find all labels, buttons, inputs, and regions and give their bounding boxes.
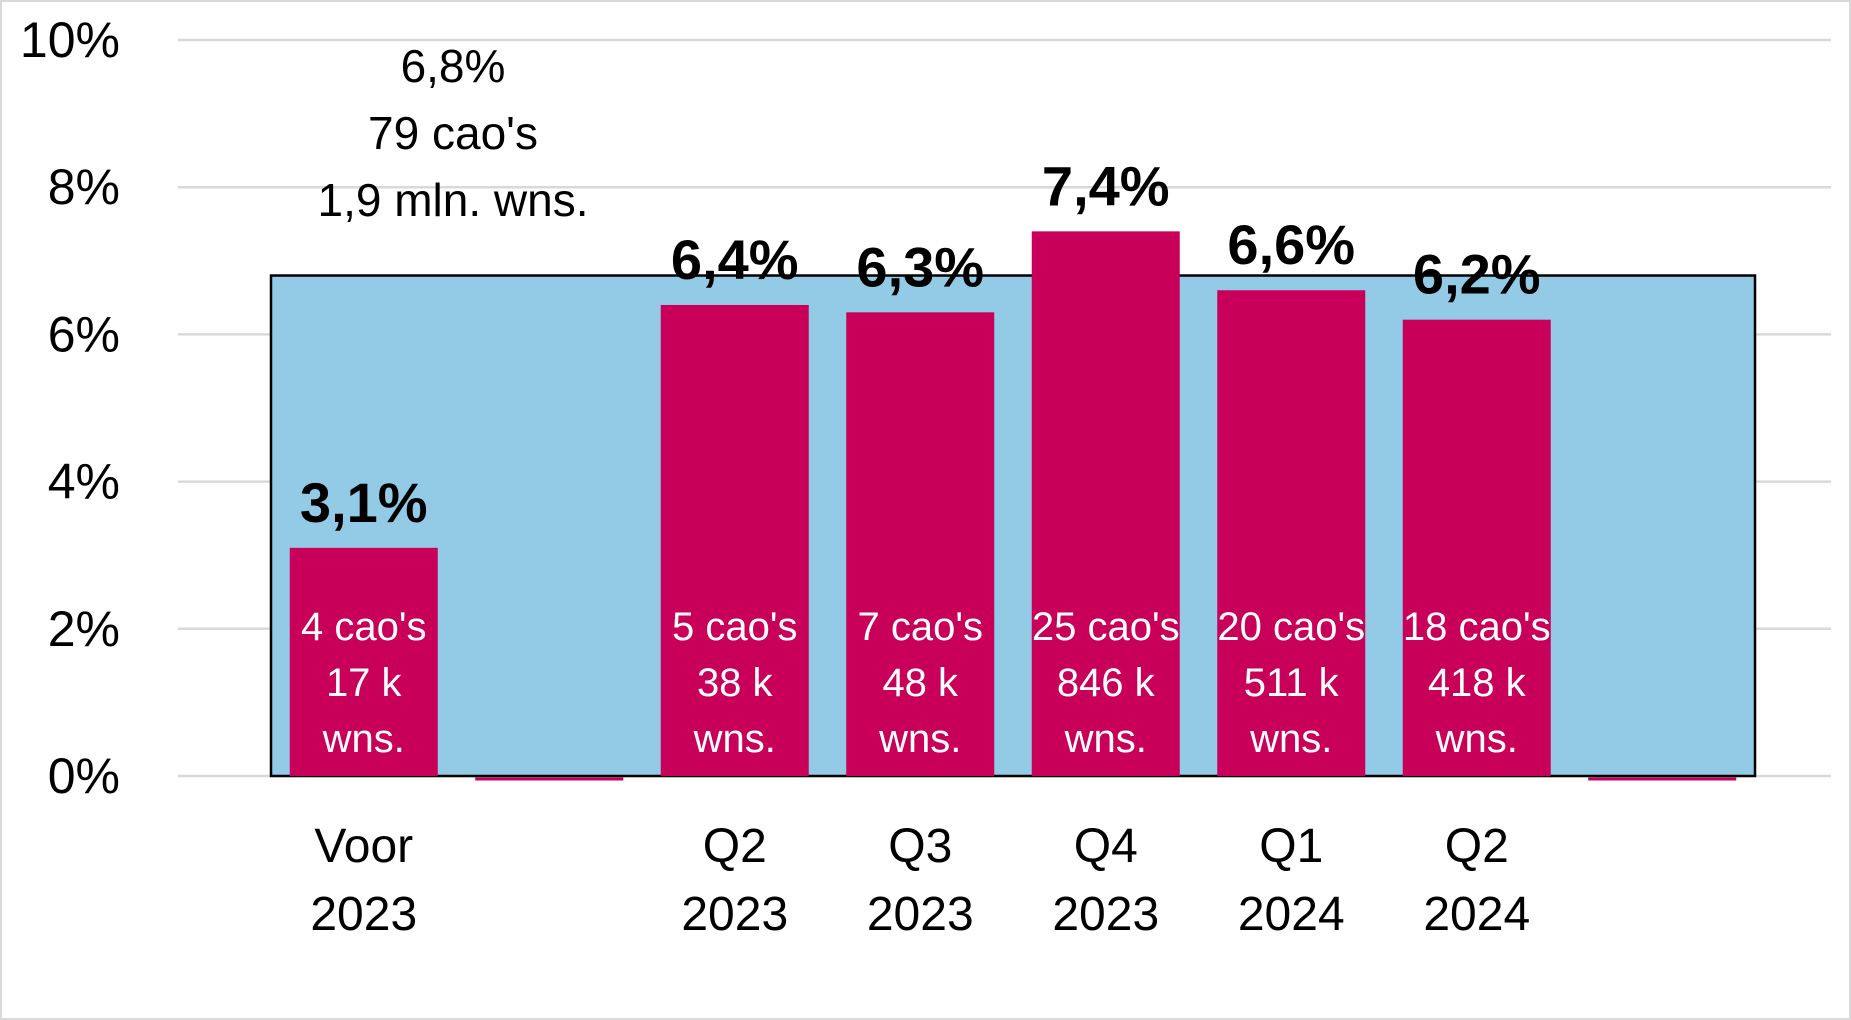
bar-value-label: 6,3%: [856, 235, 984, 298]
bar-inner-label: wns.: [1435, 717, 1518, 761]
x-category-label: Q4: [1074, 820, 1138, 873]
bar-inner-label: 846 k: [1057, 661, 1156, 705]
bar-inner-label: 38 k: [697, 661, 774, 705]
x-category-label: 2023: [867, 888, 974, 941]
bar-inner-label: 25 cao's: [1032, 605, 1180, 649]
bar-inner-label: 18 cao's: [1403, 605, 1551, 649]
bar-inner-label: 418 k: [1428, 661, 1527, 705]
total-label: 79 cao's: [368, 107, 538, 159]
bar-inner-label: 7 cao's: [858, 605, 984, 649]
y-tick-label: 10%: [20, 12, 120, 68]
bar-inner-label: wns.: [693, 717, 776, 761]
bar-value-label: 7,4%: [1042, 154, 1170, 217]
bars: [289, 231, 1737, 781]
bar-value-label: 6,6%: [1227, 213, 1355, 276]
bar-inner-label: wns.: [878, 717, 961, 761]
total-label: 6,8%: [401, 40, 506, 92]
x-category-label: Q3: [888, 820, 952, 873]
x-category-label: Q1: [1259, 820, 1323, 873]
bar: [1031, 231, 1180, 777]
bar-inner-label: 4 cao's: [301, 605, 427, 649]
x-category-label: 2024: [1238, 888, 1345, 941]
y-tick-label: 2%: [48, 601, 120, 657]
y-tick-label: 6%: [48, 306, 120, 362]
x-category-label: 2023: [1052, 888, 1159, 941]
total-label: 1,9 mln. wns.: [318, 174, 589, 226]
x-category-label: 2023: [681, 888, 788, 941]
y-tick-label: 4%: [48, 454, 120, 510]
data-labels: 6,8% 79 cao's 1,9 mln. wns. 3,1% 4 cao's 17 k…: [300, 40, 1551, 761]
x-category-label: Q2: [703, 820, 767, 873]
x-axis-categories: Voor 2023 Q2 2023 Q3 2023 Q4 2023 Q1 2024 Q2 2024: [310, 820, 1530, 941]
x-category-label: Voor: [314, 820, 413, 873]
bar-inner-label: 48 k: [882, 661, 959, 705]
bar-value-label: 6,2%: [1413, 243, 1541, 306]
bar-inner-label: wns.: [1249, 717, 1332, 761]
bar: [1217, 290, 1366, 776]
bar-value-label: 3,1%: [300, 471, 428, 534]
y-axis-ticks: 0% 2% 4% 6% 8% 10%: [20, 12, 120, 804]
bar-inner-label: wns.: [322, 717, 405, 761]
bar: [1402, 319, 1551, 776]
bar: [660, 304, 809, 776]
bar-inner-label: 20 cao's: [1217, 605, 1365, 649]
bar-inner-label: 5 cao's: [672, 605, 798, 649]
bar: [289, 547, 438, 776]
bar-inner-label: 17 k: [326, 661, 403, 705]
x-category-label: 2024: [1423, 888, 1530, 941]
x-category-label: Q2: [1445, 820, 1509, 873]
y-tick-label: 8%: [48, 159, 120, 215]
bar-inner-label: 511 k: [1244, 661, 1340, 705]
x-category-label: 2023: [310, 888, 417, 941]
y-tick-label: 0%: [48, 748, 120, 804]
bar: [846, 312, 995, 776]
bar-value-label: 6,4%: [671, 228, 799, 291]
bar-inner-label: wns.: [1064, 717, 1147, 761]
